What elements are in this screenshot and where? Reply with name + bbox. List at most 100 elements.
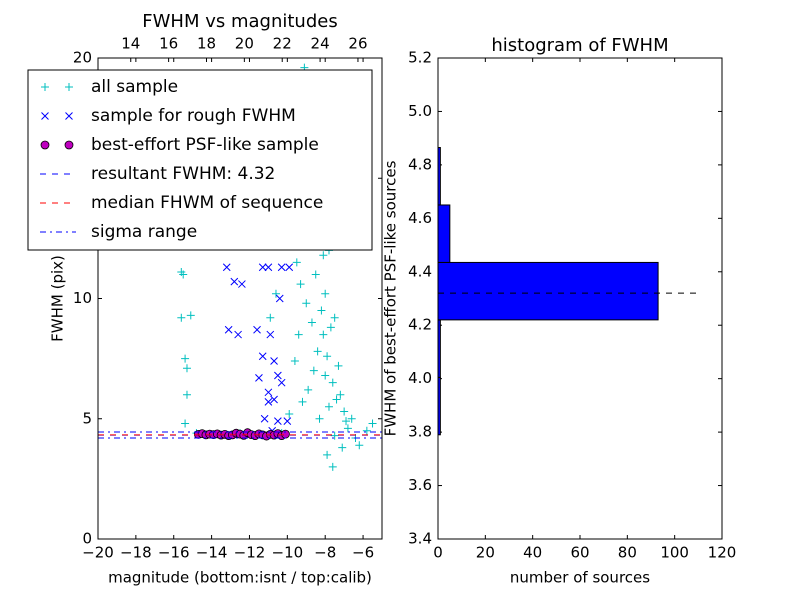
- cross: [264, 398, 273, 406]
- plus: [336, 390, 345, 399]
- plus: [65, 83, 73, 91]
- plus: [298, 397, 307, 406]
- marker: [255, 374, 263, 382]
- x-tick-label: −14: [196, 544, 228, 562]
- marker: [330, 313, 339, 322]
- marker: [65, 83, 73, 91]
- marker: [319, 251, 328, 260]
- plus: [328, 462, 337, 471]
- y-tick-label: 3.6: [408, 476, 432, 494]
- y-tick-label: 20: [73, 49, 92, 67]
- plus: [302, 299, 311, 308]
- marker: [281, 429, 290, 439]
- legend-label: all sample: [91, 77, 178, 97]
- plus: [326, 323, 335, 332]
- y-tick-label: 5: [82, 409, 92, 427]
- y-tick-label: 0: [82, 530, 92, 548]
- marker: [311, 270, 320, 279]
- x-tick-label: −10: [272, 544, 304, 562]
- plus: [319, 330, 328, 339]
- marker: [177, 313, 186, 322]
- marker: [342, 417, 351, 426]
- marker: [283, 417, 292, 426]
- plus: [328, 378, 337, 387]
- plus: [362, 426, 371, 435]
- marker: [274, 417, 282, 426]
- cross: [277, 378, 286, 387]
- marker: [40, 140, 50, 150]
- bar: [437, 204, 451, 263]
- cross: [234, 330, 242, 339]
- marker: [182, 364, 191, 373]
- plus: [181, 354, 190, 363]
- marker: [181, 419, 190, 428]
- marker: [277, 378, 286, 387]
- marker: [266, 313, 275, 322]
- marker: [324, 402, 333, 411]
- y-tick-label: 4.2: [408, 316, 432, 334]
- marker: [302, 299, 311, 308]
- marker: [294, 330, 303, 339]
- y-axis-label: FWHM (pix): [49, 255, 67, 342]
- marker: [328, 462, 337, 471]
- marker: [313, 347, 322, 356]
- x-tick-label: 120: [708, 544, 737, 562]
- marker: [347, 414, 356, 423]
- marker: [181, 354, 190, 363]
- plus: [321, 371, 330, 380]
- marker: [258, 263, 267, 272]
- plus: [186, 311, 195, 320]
- x-axis-label: number of sources: [510, 569, 650, 587]
- marker: [319, 330, 328, 339]
- cross: [41, 112, 49, 120]
- marker: [230, 277, 239, 286]
- plus: [340, 407, 349, 416]
- x-tick-label: −8: [314, 544, 336, 562]
- marker: [355, 441, 364, 450]
- marker: [334, 361, 343, 370]
- legend-label: resultant FWHM: 4.32: [91, 164, 275, 184]
- y-tick-label: 5.0: [408, 102, 432, 120]
- marker: [328, 378, 337, 387]
- cross: [266, 330, 275, 339]
- legend-label: sigma range: [91, 222, 197, 242]
- cross: [277, 263, 286, 272]
- marker: [182, 390, 191, 399]
- plus: [292, 258, 301, 267]
- plot-frame: [437, 57, 723, 540]
- cross: [255, 374, 263, 382]
- y-tick-label: 4.8: [408, 155, 432, 173]
- x-tick-label: −16: [158, 544, 190, 562]
- chart-title: histogram of FWHM: [491, 35, 668, 56]
- plus: [355, 441, 364, 450]
- y-axis-label: FWHM of best-effort PSF-like sources: [382, 160, 400, 436]
- plus: [324, 402, 333, 411]
- marker: [270, 395, 278, 404]
- cross: [260, 414, 269, 423]
- marker: [368, 419, 377, 428]
- cross: [224, 325, 233, 334]
- marker: [323, 352, 332, 361]
- marker: [64, 140, 74, 150]
- marker: [41, 83, 49, 91]
- marker: [343, 424, 352, 433]
- plus: [315, 414, 324, 423]
- cross: [264, 388, 273, 397]
- cross: [275, 294, 284, 303]
- plus: [182, 390, 191, 399]
- dot: [281, 429, 290, 439]
- marker: [238, 280, 246, 288]
- marker: [234, 330, 242, 339]
- x-tick-label: −20: [82, 544, 114, 562]
- y-tick-label: 3.8: [408, 423, 432, 441]
- cross: [238, 280, 246, 288]
- x-tick-label: 80: [618, 544, 637, 562]
- x-tick-label: 0: [433, 544, 443, 562]
- plus: [323, 352, 332, 361]
- plus: [290, 357, 299, 366]
- marker: [264, 398, 273, 406]
- cross: [222, 263, 231, 272]
- marker: [296, 280, 305, 289]
